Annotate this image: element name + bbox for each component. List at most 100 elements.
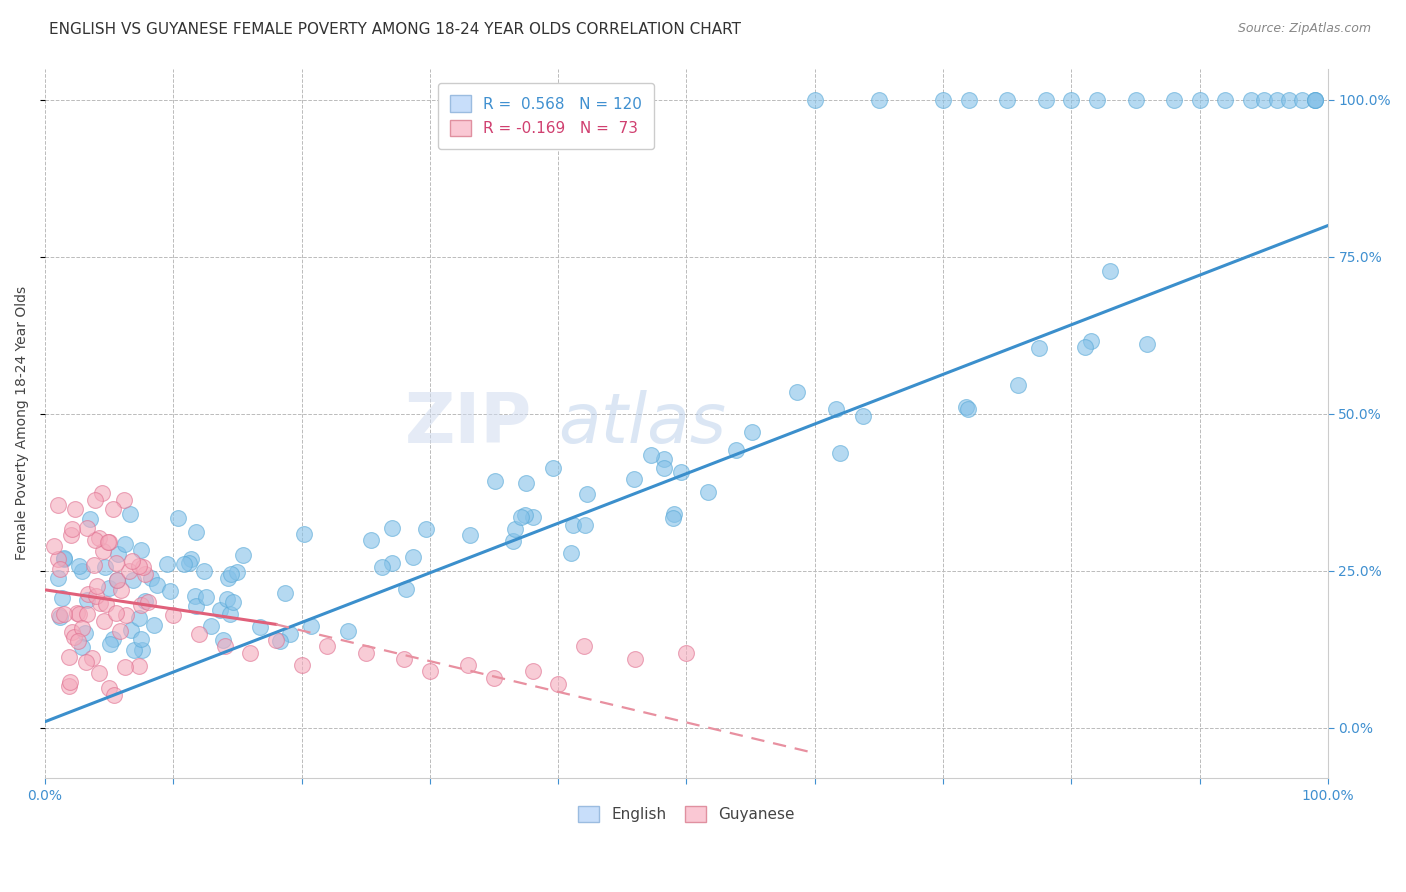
Point [484, 474, 506, 488]
Point [184, 524, 207, 539]
Point [83, 493, 105, 508]
Point [381, 521, 404, 535]
Point [91, 544, 114, 558]
Point [46, 552, 69, 566]
Point [392, 652, 415, 666]
Point [515, 476, 537, 491]
Point [830, 446, 852, 460]
Point [98, 637, 121, 651]
Point [1028, 341, 1050, 355]
Point [661, 511, 683, 525]
Point [214, 640, 236, 654]
Point [75, 655, 97, 669]
Point [652, 461, 675, 475]
Point [1240, 93, 1263, 107]
Point [97, 681, 120, 696]
Point [75, 626, 97, 640]
Point [274, 586, 297, 600]
Point [122, 574, 145, 588]
Point [560, 546, 582, 560]
Point [83, 558, 105, 573]
Point [105, 573, 128, 587]
Point [134, 567, 156, 582]
Point [208, 603, 231, 617]
Point [58, 650, 80, 665]
Point [696, 485, 718, 500]
Point [129, 542, 152, 557]
Point [46, 499, 69, 513]
Point [49, 562, 72, 576]
Point [956, 402, 979, 417]
Text: ENGLISH VS GUYANESE FEMALE POVERTY AMONG 18-24 YEAR OLDS CORRELATION CHART: ENGLISH VS GUYANESE FEMALE POVERTY AMONG… [49, 22, 741, 37]
Point [122, 642, 145, 657]
Point [249, 620, 271, 634]
Point [852, 409, 875, 424]
Point [671, 465, 693, 479]
Point [1303, 93, 1326, 107]
Point [510, 510, 533, 524]
Point [136, 595, 159, 609]
Point [652, 452, 675, 467]
Point [48, 608, 70, 623]
Point [932, 93, 955, 107]
Point [294, 526, 316, 541]
Point [65, 501, 87, 516]
Point [955, 401, 977, 415]
Point [515, 508, 537, 522]
Point [89, 596, 111, 610]
Point [381, 556, 404, 570]
Point [219, 566, 242, 581]
Point [995, 93, 1018, 107]
Point [741, 425, 763, 439]
Point [503, 522, 526, 536]
Point [1291, 93, 1313, 107]
Point [90, 486, 112, 500]
Point [218, 607, 240, 621]
Point [457, 658, 479, 673]
Point [79, 511, 101, 525]
Point [97, 581, 120, 595]
Point [575, 487, 598, 501]
Point [141, 571, 163, 585]
Y-axis label: Female Poverty Among 18-24 Year Olds: Female Poverty Among 18-24 Year Olds [15, 286, 30, 560]
Point [179, 556, 201, 570]
Point [131, 632, 153, 647]
Point [62, 630, 84, 644]
Point [146, 578, 169, 592]
Point [1085, 93, 1108, 107]
Point [561, 517, 583, 532]
Point [1080, 334, 1102, 349]
Point [66, 606, 89, 620]
Point [134, 593, 156, 607]
Point [1303, 93, 1326, 107]
Point [239, 646, 262, 660]
Point [222, 595, 245, 609]
Point [187, 627, 209, 641]
Point [76, 521, 98, 535]
Point [121, 554, 143, 568]
Point [1073, 340, 1095, 354]
Text: ZIP: ZIP [405, 390, 533, 457]
Point [96, 597, 118, 611]
Point [67, 558, 90, 573]
Point [395, 582, 418, 596]
Point [110, 624, 132, 639]
Point [76, 607, 98, 621]
Point [120, 623, 142, 637]
Point [868, 93, 890, 107]
Point [167, 510, 190, 524]
Point [269, 633, 291, 648]
Point [1060, 93, 1083, 107]
Point [316, 640, 339, 654]
Point [725, 443, 748, 458]
Point [128, 558, 150, 573]
Point [572, 640, 595, 654]
Point [66, 634, 89, 648]
Point [264, 633, 287, 648]
Text: atlas: atlas [558, 390, 725, 457]
Point [195, 591, 218, 605]
Point [458, 528, 481, 542]
Point [67, 607, 90, 621]
Point [89, 531, 111, 545]
Point [70, 564, 93, 578]
